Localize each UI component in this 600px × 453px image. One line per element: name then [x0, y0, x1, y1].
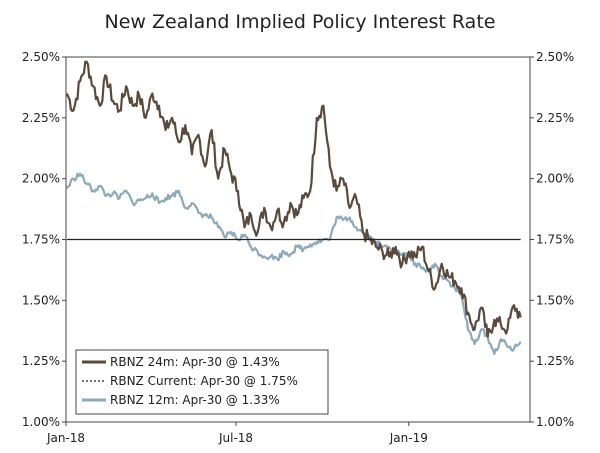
y-tick-label-left: 2.00%	[22, 172, 60, 186]
series-line-rbnz-24m	[65, 60, 522, 338]
y-tick-label-right: 1.75%	[536, 233, 574, 247]
y-tick-label-right: 2.25%	[536, 111, 574, 125]
y-tick-label-left: 1.75%	[22, 233, 60, 247]
legend-entry-label: RBNZ 24m: Apr-30 @ 1.43%	[110, 355, 280, 369]
y-tick-label-right: 1.50%	[536, 293, 574, 307]
y-tick-label-left: 1.25%	[22, 354, 60, 368]
y-tick-label-left: 2.25%	[22, 111, 60, 125]
x-tick-label: Jul-18	[218, 431, 253, 445]
series-line-rbnz-12m	[65, 172, 522, 355]
y-tick-label-right: 1.00%	[536, 415, 574, 429]
y-tick-label-left: 1.00%	[22, 415, 60, 429]
chart-title: New Zealand Implied Policy Interest Rate	[105, 11, 496, 33]
plot-area-frame	[65, 56, 531, 423]
legend-entry-label: RBNZ 12m: Apr-30 @ 1.33%	[110, 393, 280, 407]
legend-box	[75, 349, 329, 415]
y-tick-label-left: 1.50%	[22, 293, 60, 307]
y-tick-label-right: 2.50%	[536, 50, 574, 64]
x-tick-label: Jan-18	[46, 431, 85, 445]
y-tick-label-right: 2.00%	[536, 172, 574, 186]
y-tick-label-left: 2.50%	[22, 50, 60, 64]
legend-entry-label: RBNZ Current: Apr-30 @ 1.75%	[110, 374, 298, 388]
y-tick-label-right: 1.25%	[536, 354, 574, 368]
x-tick-label: Jan-19	[389, 431, 428, 445]
